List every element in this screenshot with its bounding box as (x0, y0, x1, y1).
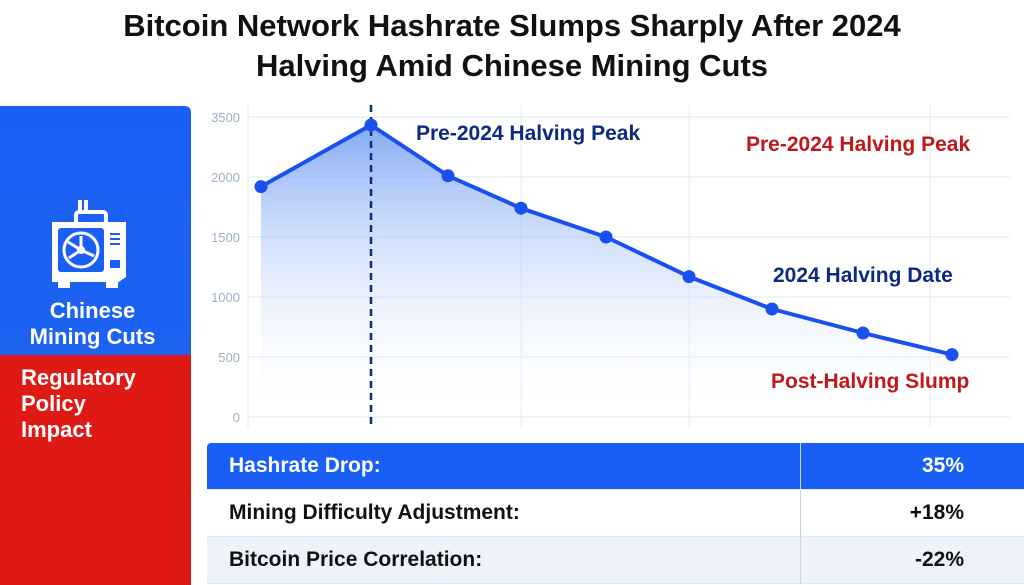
area-fill (261, 125, 952, 417)
y-tick-label: 0 (233, 410, 240, 425)
y-tick-label: 1500 (211, 230, 240, 245)
hashrate-line-chart: 0 500 1000 1500 2000 3500 (211, 105, 1010, 428)
data-point (765, 302, 779, 316)
table-row: Mining Difficulty Adjustment: +18% (207, 490, 1024, 537)
y-tick-label: 2000 (211, 170, 240, 185)
title-line-1: Bitcoin Network Hashrate Slumps Sharply … (123, 8, 901, 43)
row-value: -22% (800, 537, 1024, 583)
regulatory-policy-label: Regulatory Policy Impact (21, 365, 206, 443)
data-point (599, 230, 613, 244)
regulatory-policy-panel: Regulatory Policy Impact (0, 355, 191, 585)
data-point (856, 326, 870, 340)
label-line: Regulatory (21, 365, 136, 390)
annotation-peak-blue: Pre-2024 Halving Peak (416, 122, 641, 145)
annotation-peak-red: Pre-2024 Halving Peak (746, 133, 971, 156)
label-line: Policy (21, 391, 86, 416)
chinese-mining-cuts-label: Chinese Mining Cuts (0, 298, 185, 350)
mining-rig-icon (52, 200, 126, 288)
data-point (254, 180, 268, 194)
data-point (364, 118, 378, 132)
row-label: Mining Difficulty Adjustment: (229, 501, 520, 524)
label-line: Mining Cuts (29, 324, 156, 349)
data-point (945, 348, 959, 362)
label-line: Chinese (49, 298, 136, 323)
stats-table: Hashrate Drop: 35% Mining Difficulty Adju… (207, 443, 1024, 584)
label-line: Impact (21, 417, 92, 442)
y-tick-label: 1000 (211, 290, 240, 305)
table-row: Bitcoin Price Correlation: -22% (207, 537, 1024, 584)
row-value: 35% (800, 443, 1024, 489)
row-label: Hashrate Drop: (229, 454, 381, 477)
y-tick-label: 3500 (211, 110, 240, 125)
data-point (682, 270, 696, 284)
row-label: Bitcoin Price Correlation: (229, 548, 483, 571)
chinese-mining-cuts-panel: Chinese Mining Cuts (0, 106, 191, 355)
data-point (514, 201, 528, 215)
annotation-halving-date: 2024 Halving Date (773, 264, 953, 287)
table-row: Hashrate Drop: 35% (207, 443, 1024, 490)
data-point (441, 169, 455, 183)
annotation-slump: Post-Halving Slump (771, 370, 970, 393)
row-value: +18% (800, 490, 1024, 536)
chart-title: Bitcoin Network Hashrate Slumps Sharply … (0, 6, 1024, 86)
y-tick-label: 500 (218, 350, 240, 365)
title-line-2: Halving Amid Chinese Mining Cuts (255, 48, 769, 83)
